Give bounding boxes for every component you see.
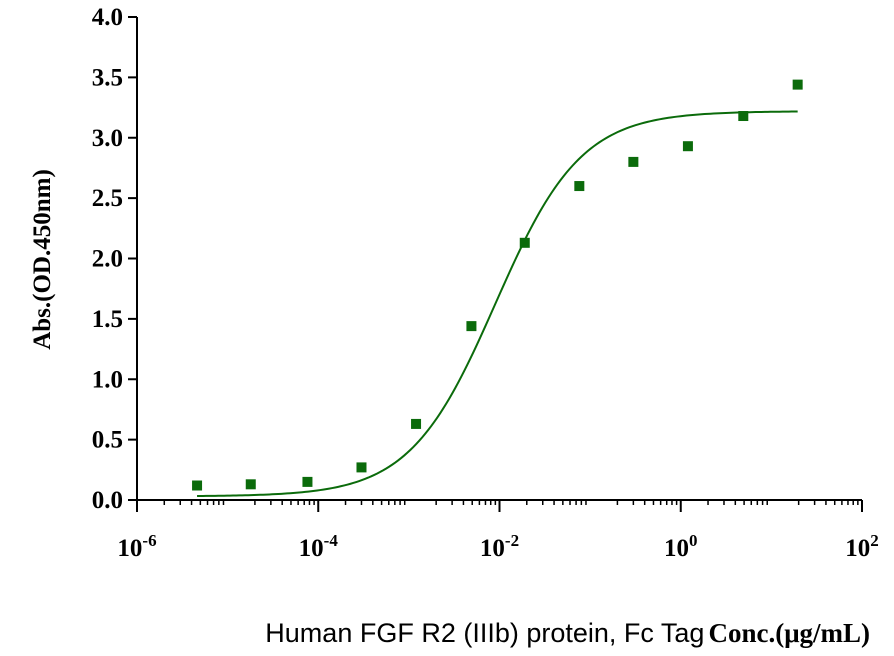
x-tick-label: 102 — [845, 531, 879, 562]
fit-curve-group — [197, 110, 798, 498]
x-axis-title-sample: Human FGF R2 (IIIb) protein, Fc Tag — [265, 618, 705, 648]
data-points — [192, 79, 803, 491]
fit-curve — [197, 110, 798, 498]
data-point — [302, 476, 313, 487]
x-tick-label: 10-2 — [480, 531, 519, 562]
y-tick-label: 3.5 — [92, 64, 123, 91]
y-tick-label: 4.0 — [92, 4, 123, 31]
y-tick-label: 2.5 — [92, 185, 123, 212]
x-tick-label: 100 — [664, 531, 698, 562]
data-point — [245, 479, 256, 490]
data-point — [792, 79, 803, 90]
y-tick-label: 0.5 — [92, 427, 123, 454]
y-tick-label: 3.0 — [92, 125, 123, 152]
data-point — [628, 156, 639, 167]
data-point — [192, 480, 203, 491]
data-point — [411, 418, 422, 429]
data-point — [574, 181, 585, 192]
x-tick-label: 10-6 — [117, 531, 156, 562]
data-point — [519, 237, 530, 248]
y-tick-label: 1.0 — [92, 366, 123, 393]
x-axis-title-unit: Conc.(μg/mL) — [708, 618, 870, 648]
data-point — [738, 111, 749, 122]
axes — [128, 16, 863, 512]
data-point — [682, 141, 693, 152]
data-point — [356, 462, 367, 473]
axis-labels: 0.0 0.5 1.0 1.5 2.0 2.5 3.0 3.5 4.0 10-6 10-4 10-2 1… — [29, 4, 879, 562]
x-tick-label: 10-4 — [299, 531, 339, 562]
x-axis-title: Human FGF R2 (IIIb) protein, Fc Tag Conc… — [0, 618, 894, 649]
y-tick-label: 0.0 — [92, 487, 123, 514]
y-tick-label: 2.0 — [92, 246, 123, 273]
y-tick-label: 1.5 — [92, 306, 123, 333]
y-axis-title: Abs.(OD.450nm) — [29, 169, 56, 350]
data-point — [466, 321, 477, 332]
